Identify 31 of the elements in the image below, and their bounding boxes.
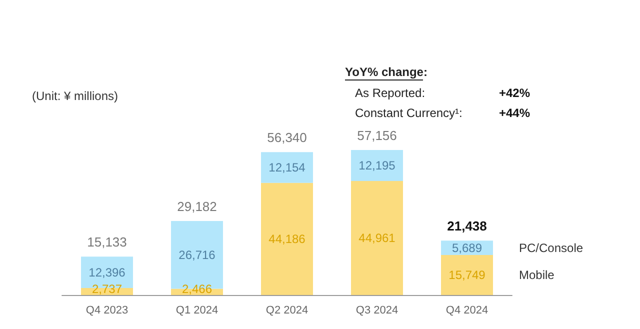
data-label: 44,961 <box>358 230 396 245</box>
text: (Unit: ¥ millions) <box>32 89 118 103</box>
x-tick-label: Q3 2024 <box>356 304 398 316</box>
data-label: 5,689 <box>452 240 482 255</box>
data-label: 12,154 <box>268 160 306 174</box>
text: Mobile <box>519 268 555 282</box>
total-label: 57,156 <box>357 128 397 143</box>
text: YoY% change: <box>345 65 428 79</box>
data-label: 12,396 <box>88 265 126 280</box>
text: As Reported: <box>355 86 426 100</box>
x-tick-label: Q2 2024 <box>266 304 308 316</box>
text: PC/Console <box>519 240 584 255</box>
x-tick-label: Q4 2024 <box>446 304 488 316</box>
x-tick-label: Q4 2023 <box>86 304 128 316</box>
text: Constant Currency¹: <box>355 106 462 120</box>
data-label: 12,195 <box>358 158 396 172</box>
data-label: 15,749 <box>448 268 486 282</box>
total-label: 29,182 <box>177 198 217 214</box>
total-label: 15,133 <box>87 234 127 250</box>
total-label: 21,438 <box>447 218 487 234</box>
bar <box>261 152 313 183</box>
bar <box>261 182 313 295</box>
text: +42% <box>498 86 530 100</box>
data-label: 44,186 <box>268 232 306 246</box>
bar <box>441 255 493 295</box>
bar <box>351 180 403 295</box>
text: +44% <box>498 106 530 120</box>
x-tick-label: Q1 2024 <box>176 304 218 316</box>
total-label: 56,340 <box>267 130 307 146</box>
bar <box>351 150 403 181</box>
data-label: 26,716 <box>178 248 216 262</box>
